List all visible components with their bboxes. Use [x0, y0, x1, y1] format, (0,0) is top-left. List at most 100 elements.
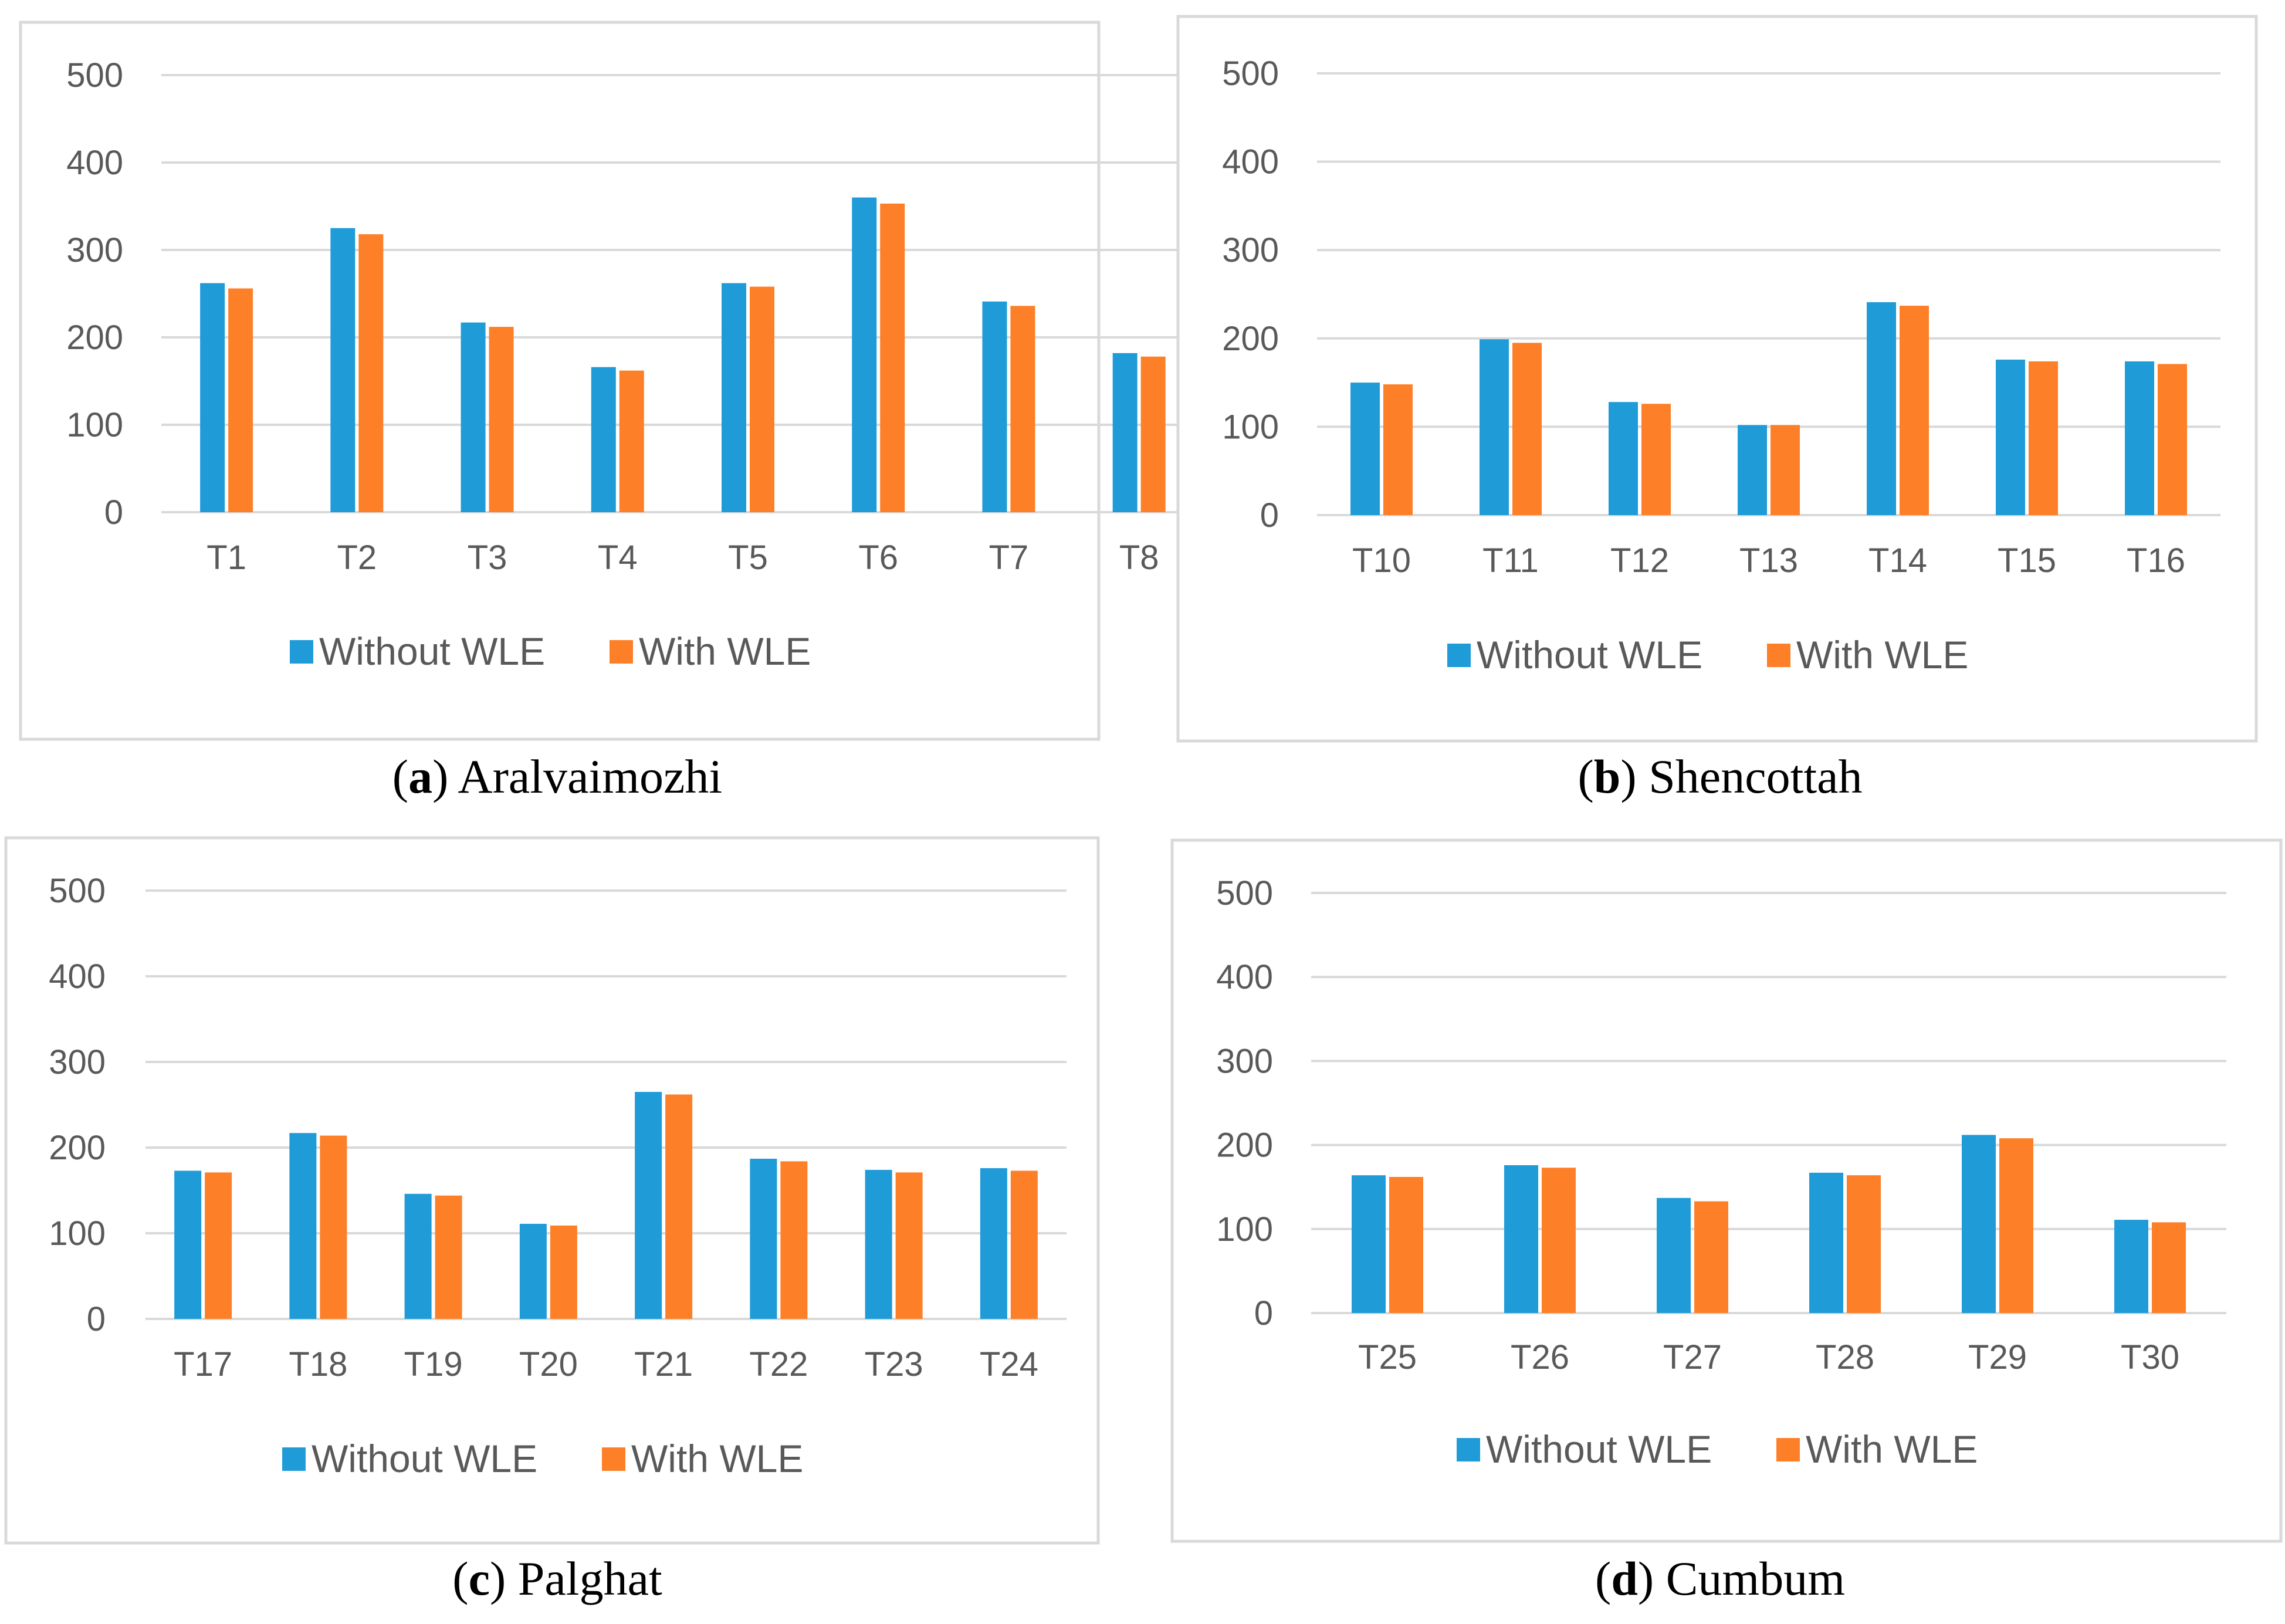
y-tick-label: 400 [66, 144, 123, 182]
legend-swatch-without-wle [1457, 1438, 1480, 1461]
x-tick-label: T15 [1998, 542, 2056, 580]
caption-letter: b [1594, 750, 1621, 803]
x-tick-label: T23 [865, 1345, 923, 1383]
x-tick-label: T28 [1816, 1338, 1874, 1376]
y-tick-label: 0 [87, 1300, 106, 1338]
x-tick-label: T10 [1352, 542, 1411, 580]
x-tick-label: T24 [980, 1345, 1038, 1383]
y-tick-label: 500 [66, 56, 123, 94]
y-tick-label: 400 [1222, 143, 1279, 181]
legend-label-without-wle: Without WLE [312, 1437, 537, 1480]
bar-without-wle [635, 1092, 662, 1319]
bar-with-wle [228, 288, 253, 512]
x-tick-label: T2 [337, 539, 377, 577]
bar-with-wle [435, 1195, 462, 1319]
legend: Without WLE With WLE [1447, 633, 1968, 676]
bar-without-wle [1352, 1175, 1386, 1313]
legend-swatch-with-wle [610, 640, 633, 664]
bar-without-wle [1480, 339, 1509, 515]
x-tick-label: T20 [519, 1345, 578, 1383]
bar-with-wle [780, 1161, 808, 1319]
legend-label-with-wle: With WLE [639, 630, 811, 673]
bar-with-wle [1512, 343, 1542, 515]
bar-with-wle [358, 234, 384, 512]
panel-frame [19, 21, 1101, 741]
x-tick-label: T27 [1663, 1338, 1722, 1376]
y-tick-label: 500 [49, 872, 106, 910]
panel-frame [1170, 838, 2283, 1543]
y-tick-label: 100 [1222, 408, 1279, 446]
bar-with-wle [1641, 404, 1671, 515]
panel-frame [1176, 15, 2258, 743]
bar-with-wle [1847, 1175, 1881, 1313]
bar-without-wle [1962, 1135, 1996, 1313]
y-tick-label: 300 [1216, 1042, 1273, 1080]
bar-with-wle [1694, 1201, 1728, 1313]
bar-without-wle [2125, 361, 2154, 515]
x-tick-label: T1 [207, 539, 246, 577]
bar-without-wle [722, 283, 746, 512]
x-tick-label: T16 [2127, 542, 2185, 580]
x-tick-label: T5 [728, 539, 768, 577]
legend-label-with-wle: With WLE [631, 1437, 803, 1480]
x-tick-label: T3 [468, 539, 507, 577]
x-tick-label: T11 [1482, 542, 1539, 580]
x-tick-label: T13 [1739, 542, 1798, 580]
y-tick-label: 0 [1260, 496, 1279, 534]
bar-with-wle [1771, 425, 1800, 515]
bar-without-wle [404, 1193, 432, 1319]
y-tick-label: 200 [1222, 320, 1279, 358]
y-tick-label: 0 [104, 493, 123, 532]
bar-without-wle [865, 1169, 892, 1319]
x-tick-label: T6 [858, 539, 898, 577]
bar-without-wle [2114, 1220, 2148, 1313]
panel-caption: (c) Palghat [452, 1552, 662, 1605]
x-tick-label: T22 [749, 1345, 808, 1383]
bar-with-wle [1140, 356, 1166, 512]
bar-with-wle [895, 1172, 923, 1319]
x-tick-label: T12 [1610, 542, 1669, 580]
bar-without-wle [980, 1168, 1007, 1319]
legend: Without WLE With WLE [290, 630, 811, 673]
y-tick-label: 100 [49, 1214, 106, 1253]
panel-caption: (d) Cumbum [1595, 1552, 1845, 1605]
bar-with-wle [1999, 1138, 2033, 1313]
y-tick-label: 100 [66, 406, 123, 444]
x-tick-label: T19 [404, 1345, 463, 1383]
legend-swatch-without-wle [282, 1447, 306, 1471]
caption-text: Cumbum [1666, 1552, 1845, 1605]
bar-with-wle [1010, 306, 1035, 512]
x-tick-label: T30 [2121, 1338, 2179, 1376]
x-tick-label: T18 [289, 1345, 347, 1383]
bar-with-wle [750, 286, 774, 512]
caption-text: Shencottah [1648, 750, 1862, 803]
bar-with-wle [489, 327, 514, 512]
bar-without-wle [174, 1170, 202, 1319]
bar-with-wle [1383, 384, 1413, 515]
bar-without-wle [1809, 1172, 1843, 1313]
panel-frame [4, 836, 1100, 1545]
legend-label-with-wle: With WLE [1806, 1427, 1978, 1471]
bar-with-wle [880, 204, 905, 512]
y-tick-label: 400 [49, 958, 106, 996]
legend-swatch-without-wle [290, 640, 313, 664]
y-tick-label: 500 [1222, 55, 1279, 93]
caption-letter: a [408, 750, 432, 803]
bar-with-wle [2152, 1222, 2186, 1313]
bar-without-wle [1609, 402, 1638, 515]
y-tick-label: 300 [66, 231, 123, 269]
x-tick-label: T7 [989, 539, 1029, 577]
bar-without-wle [982, 301, 1007, 512]
bar-with-wle [550, 1225, 577, 1319]
bar-without-wle [852, 197, 877, 513]
bar-without-wle [1350, 383, 1380, 515]
y-tick-label: 200 [66, 319, 123, 357]
bar-with-wle [619, 370, 644, 512]
chart-panel-b: 0 100 200 300 400 500 T10 T11 T12 T13 T14 T15 T16 Wit… [1176, 15, 2258, 803]
x-tick-label: T17 [174, 1345, 232, 1383]
chart-panel-d: 0 100 200 300 400 500 T25 T26 T27 T28 T29 T30 Withou… [1170, 838, 2283, 1605]
y-tick-label: 0 [1254, 1294, 1273, 1332]
bar-without-wle [461, 322, 486, 512]
legend-label-without-wle: Without WLE [1486, 1427, 1712, 1471]
